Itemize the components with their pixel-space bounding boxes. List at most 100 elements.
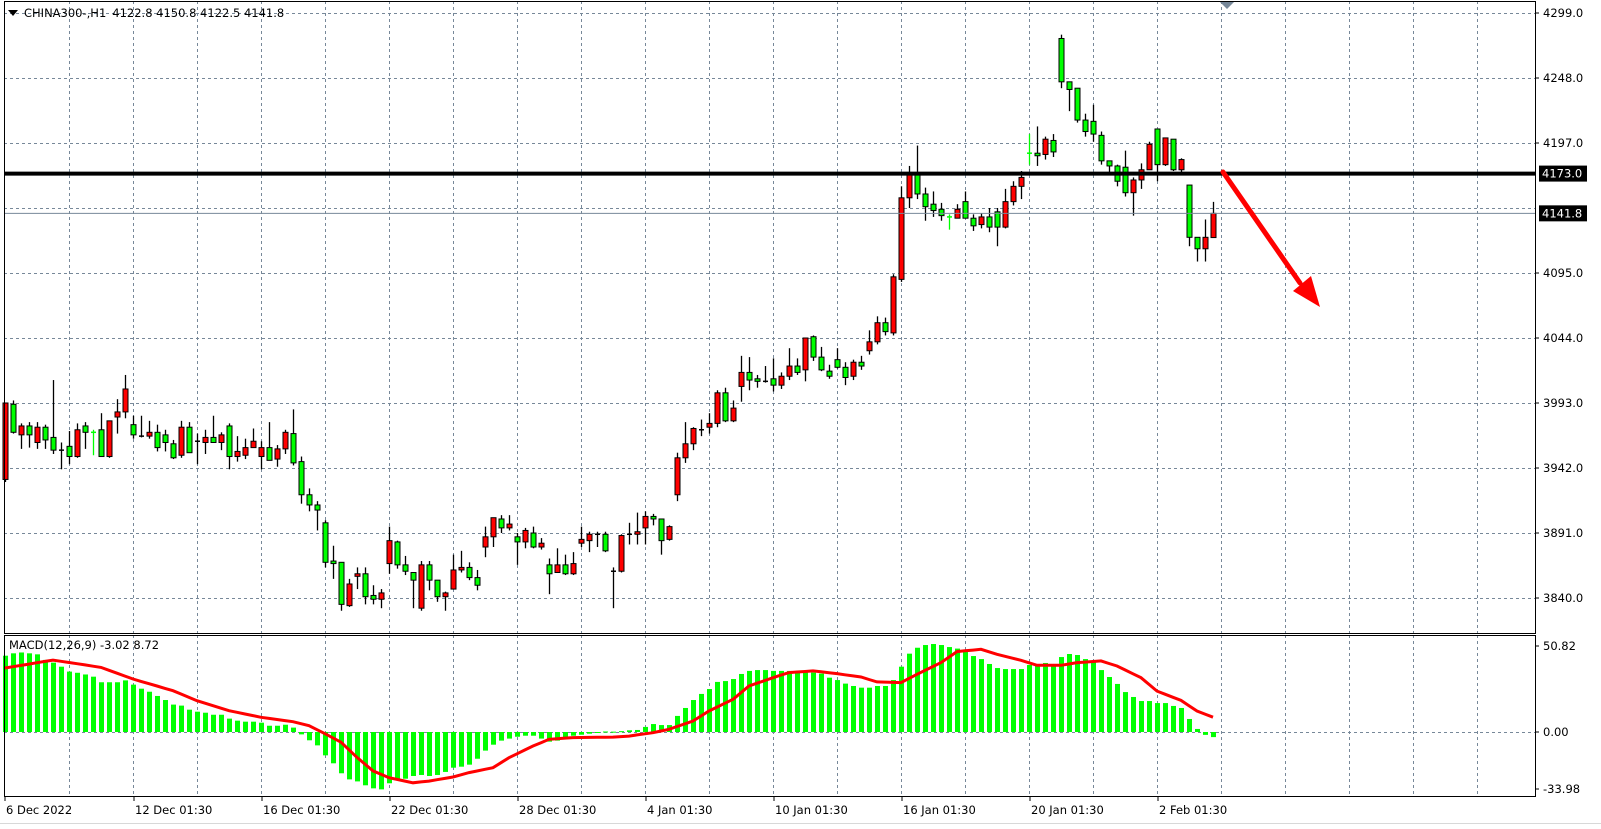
candle-body <box>1146 143 1153 171</box>
macd-histogram-bar <box>1027 664 1032 732</box>
macd-histogram-bar <box>187 709 192 732</box>
candle-body <box>538 542 545 548</box>
candle <box>1194 236 1201 262</box>
candle <box>1202 219 1209 262</box>
candle <box>2 402 9 483</box>
macd-histogram-bar <box>747 670 752 732</box>
macd-histogram-bar <box>299 732 304 735</box>
macd-histogram-bar <box>419 732 424 775</box>
macd-histogram-bar <box>691 700 696 732</box>
macd-histogram-bar <box>195 711 200 732</box>
candle-body <box>634 531 641 535</box>
caret-down-icon[interactable] <box>8 10 18 16</box>
candle <box>954 204 961 219</box>
candle-body <box>530 532 537 548</box>
candle <box>882 317 889 336</box>
macd-histogram-bar <box>1187 718 1192 732</box>
macd-histogram-bar <box>795 672 800 732</box>
triangle-down-icon[interactable] <box>1220 2 1234 9</box>
candle <box>282 429 289 454</box>
candle <box>618 534 625 573</box>
macd-histogram-bar <box>363 732 368 786</box>
macd-histogram-bar <box>571 732 576 736</box>
trend-arrow-icon[interactable] <box>1220 169 1320 307</box>
candle <box>922 187 929 221</box>
candle-body <box>130 424 137 436</box>
candle <box>210 415 217 444</box>
candle-body <box>834 359 841 368</box>
candle <box>298 456 305 504</box>
candle <box>418 561 425 611</box>
candle-body <box>970 217 977 227</box>
macd-histogram-bar <box>1059 657 1064 732</box>
candle <box>330 545 337 579</box>
candle <box>202 429 209 454</box>
price-tick-label: 3891.0 <box>1543 526 1583 540</box>
candle <box>1090 104 1097 142</box>
candle <box>842 362 849 386</box>
candle <box>434 579 441 602</box>
macd-histogram-bar <box>131 684 136 732</box>
candle-body <box>490 517 497 538</box>
macd-histogram-bar <box>971 656 976 732</box>
macd-histogram-bar <box>323 732 328 756</box>
candle-body <box>826 370 833 377</box>
candle <box>1210 201 1217 239</box>
candle <box>754 374 761 388</box>
macd-histogram-bar <box>803 670 808 732</box>
candle <box>394 540 401 569</box>
macd-histogram-bar <box>843 683 848 732</box>
macd-histogram-bar <box>1091 661 1096 732</box>
candle-body <box>50 436 57 451</box>
macd-histogram-bar <box>771 670 776 732</box>
candle-body <box>122 388 129 413</box>
candle <box>826 364 833 379</box>
candle <box>858 355 865 370</box>
candle <box>699 419 704 437</box>
price-tick-label: 4197.0 <box>1543 136 1583 150</box>
candle-body <box>186 426 193 454</box>
candle <box>186 422 193 454</box>
candle <box>466 562 473 581</box>
candle-body <box>922 193 929 208</box>
candle <box>738 355 745 402</box>
candle-body <box>994 211 1001 228</box>
candle <box>786 348 793 381</box>
arrow-shaft <box>1220 169 1303 286</box>
candle-body <box>794 365 801 373</box>
candle-body <box>298 461 305 496</box>
time-tick-label: 16 Jan 01:30 <box>903 803 976 817</box>
candle <box>250 428 257 449</box>
candle <box>890 274 897 336</box>
candle-body <box>498 518 505 529</box>
macd-histogram-bar <box>547 732 552 742</box>
macd-histogram-bar <box>1131 696 1136 732</box>
candle-body <box>810 336 817 358</box>
macd-histogram-bar <box>963 650 968 732</box>
candle <box>602 531 609 553</box>
candle <box>426 561 433 591</box>
macd-histogram-bar <box>931 644 936 732</box>
candle-body <box>1106 160 1113 167</box>
price-axis[interactable]: 4299.0 4248.0 4197.0 4095.0 4044.0 3993.0 3942… <box>1535 6 1587 605</box>
candle-body <box>914 174 921 195</box>
candle-body <box>202 436 209 444</box>
candle <box>794 358 801 375</box>
time-axis[interactable]: 6 Dec 2022 12 Dec 01:30 16 Dec 01:30 22 Dec… <box>4 796 1227 817</box>
candle-body <box>562 564 569 575</box>
macd-histogram-bar <box>1155 703 1160 732</box>
macd-histogram-bar <box>1179 707 1184 732</box>
macd-histogram-bar <box>683 707 688 732</box>
macd-histogram-bar <box>851 685 856 732</box>
candle <box>1058 34 1065 89</box>
candle <box>1138 163 1145 189</box>
macd-histogram-bar <box>595 732 600 733</box>
candle <box>898 186 905 282</box>
candle-body <box>1098 134 1105 162</box>
candle-body <box>674 457 681 496</box>
candle-body <box>786 365 793 377</box>
candle <box>994 207 1001 247</box>
candle-body <box>986 216 993 228</box>
